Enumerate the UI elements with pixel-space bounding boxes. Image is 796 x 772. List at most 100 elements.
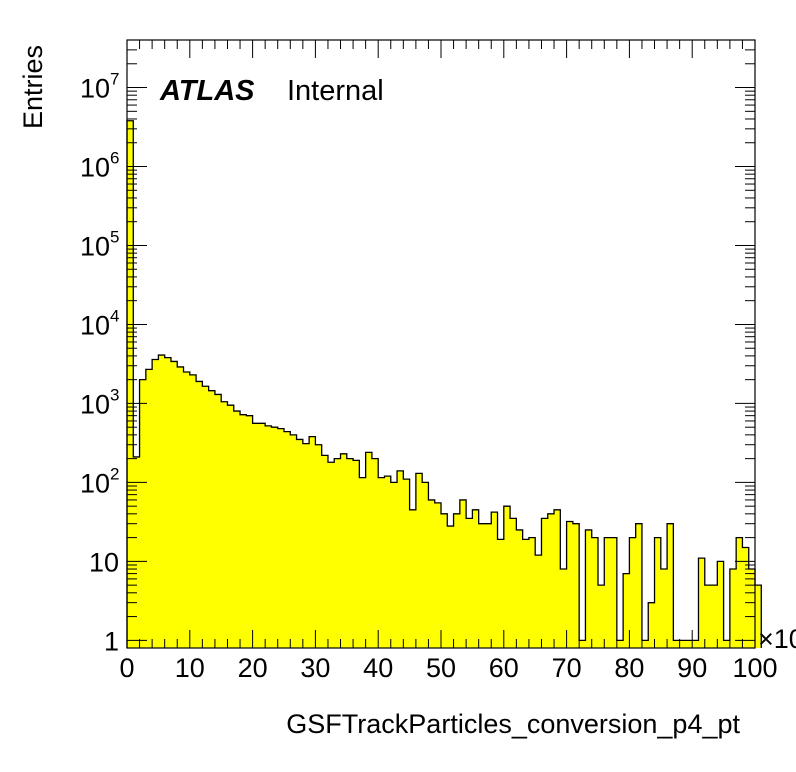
histogram-bar bbox=[484, 523, 492, 648]
histogram-bar bbox=[717, 561, 724, 648]
x-tick-label: 30 bbox=[300, 653, 330, 683]
histogram-bar bbox=[334, 458, 341, 648]
histogram-bar bbox=[127, 120, 134, 648]
histogram-bar bbox=[679, 640, 687, 648]
histogram-bar bbox=[547, 513, 555, 648]
histogram-bar bbox=[214, 394, 222, 648]
histogram-bar bbox=[258, 423, 266, 648]
histogram-bar bbox=[152, 359, 159, 648]
histogram-bar bbox=[491, 512, 498, 648]
histogram-bar bbox=[277, 428, 285, 648]
atlas-label: ATLAS bbox=[159, 75, 255, 107]
histogram-bar bbox=[177, 366, 184, 648]
histogram-bar bbox=[510, 518, 517, 648]
histogram-bar bbox=[704, 585, 712, 648]
x-tick-label: 60 bbox=[489, 653, 519, 683]
y-tick-exponent: 7 bbox=[110, 70, 119, 89]
histogram-bar bbox=[327, 462, 335, 648]
y-axis-title: Entries bbox=[18, 45, 48, 129]
histogram-bar bbox=[711, 585, 718, 648]
histogram-bar bbox=[598, 585, 605, 648]
histogram-bar bbox=[503, 506, 511, 648]
histogram-bar bbox=[673, 640, 681, 648]
histogram-bar bbox=[246, 415, 253, 648]
y-tick-exponent: 4 bbox=[110, 306, 119, 325]
histogram-bar bbox=[384, 476, 392, 648]
histogram-bar bbox=[610, 537, 618, 648]
histogram-bar bbox=[459, 499, 467, 648]
histogram-bar bbox=[623, 573, 630, 648]
y-tick-exponent: 6 bbox=[110, 149, 119, 168]
histogram-bar bbox=[359, 477, 367, 648]
histogram-bar bbox=[378, 477, 385, 648]
histogram-bar bbox=[528, 537, 536, 648]
histogram-bar bbox=[221, 401, 228, 648]
histogram-bar bbox=[346, 458, 354, 648]
histogram-bar bbox=[566, 521, 574, 648]
x-tick-label: 40 bbox=[363, 653, 393, 683]
y-tick-label: 1 bbox=[104, 626, 119, 656]
histogram-bar bbox=[183, 372, 191, 648]
x-tick-label: 80 bbox=[614, 653, 644, 683]
histogram-bar bbox=[560, 569, 567, 648]
histogram-bar bbox=[390, 482, 398, 648]
histogram-bar bbox=[415, 473, 423, 648]
histogram-bar bbox=[309, 436, 316, 648]
x-tick-label: 0 bbox=[119, 653, 134, 683]
histogram-bar bbox=[729, 569, 737, 648]
histogram-bar bbox=[409, 509, 417, 648]
histogram-outline bbox=[126, 120, 762, 648]
y-tick-label: 103 bbox=[80, 385, 120, 419]
histogram-bar bbox=[133, 456, 140, 648]
histogram-bar bbox=[434, 502, 442, 648]
plot-frame bbox=[126, 39, 756, 649]
histogram-bar bbox=[641, 640, 649, 648]
histogram-bar bbox=[290, 434, 297, 648]
histogram-bar bbox=[252, 423, 260, 648]
histogram-bar bbox=[516, 529, 524, 648]
histogram-bar bbox=[660, 569, 668, 648]
histogram-bar bbox=[145, 369, 153, 648]
x-tick-label: 90 bbox=[677, 653, 707, 683]
y-tick-label: 107 bbox=[80, 70, 120, 104]
histogram-bar bbox=[667, 523, 674, 648]
histogram-bar bbox=[164, 357, 172, 648]
histogram-bar bbox=[227, 405, 235, 648]
histogram-bar bbox=[208, 390, 216, 648]
histogram-bar bbox=[265, 425, 272, 648]
histogram-bar bbox=[189, 374, 197, 648]
histogram-bar bbox=[453, 513, 461, 648]
histogram-bar bbox=[353, 460, 360, 648]
histogram-bar bbox=[554, 509, 561, 648]
x-axis-title: GSFTrackParticles_conversion_p4_pt bbox=[286, 709, 740, 739]
x-tick-label: 50 bbox=[426, 653, 456, 683]
histogram-bar bbox=[654, 537, 662, 648]
histogram-bar bbox=[441, 513, 448, 648]
histogram-bar bbox=[447, 526, 454, 648]
histogram-bar bbox=[497, 539, 505, 648]
histogram-bar bbox=[616, 640, 624, 648]
histogram-bar bbox=[170, 361, 178, 648]
histogram-bar bbox=[365, 452, 373, 648]
histogram-bar bbox=[478, 523, 486, 648]
histogram-bar bbox=[579, 640, 586, 648]
y-tick-label: 102 bbox=[80, 464, 120, 498]
histogram-bar bbox=[591, 537, 599, 648]
y-tick-label: 104 bbox=[80, 306, 120, 340]
histogram-bar bbox=[635, 523, 643, 648]
histogram-bar bbox=[572, 523, 580, 648]
axis-ticks bbox=[126, 39, 756, 648]
histogram-bar bbox=[403, 479, 410, 648]
y-tick-exponent: 2 bbox=[110, 464, 119, 483]
histogram-bar bbox=[321, 455, 329, 648]
internal-label: Internal bbox=[287, 75, 384, 107]
histogram-bar bbox=[466, 518, 473, 648]
histogram-bar bbox=[158, 355, 166, 648]
histogram-bar bbox=[240, 414, 247, 648]
histogram-bar bbox=[742, 547, 750, 648]
tick-labels: 0 10 20 30 40 50 60 70 80 90 100110102103104105106… bbox=[80, 70, 778, 683]
histogram-bar bbox=[397, 470, 404, 648]
histogram-bar bbox=[723, 640, 731, 648]
histogram-bar bbox=[585, 529, 593, 648]
